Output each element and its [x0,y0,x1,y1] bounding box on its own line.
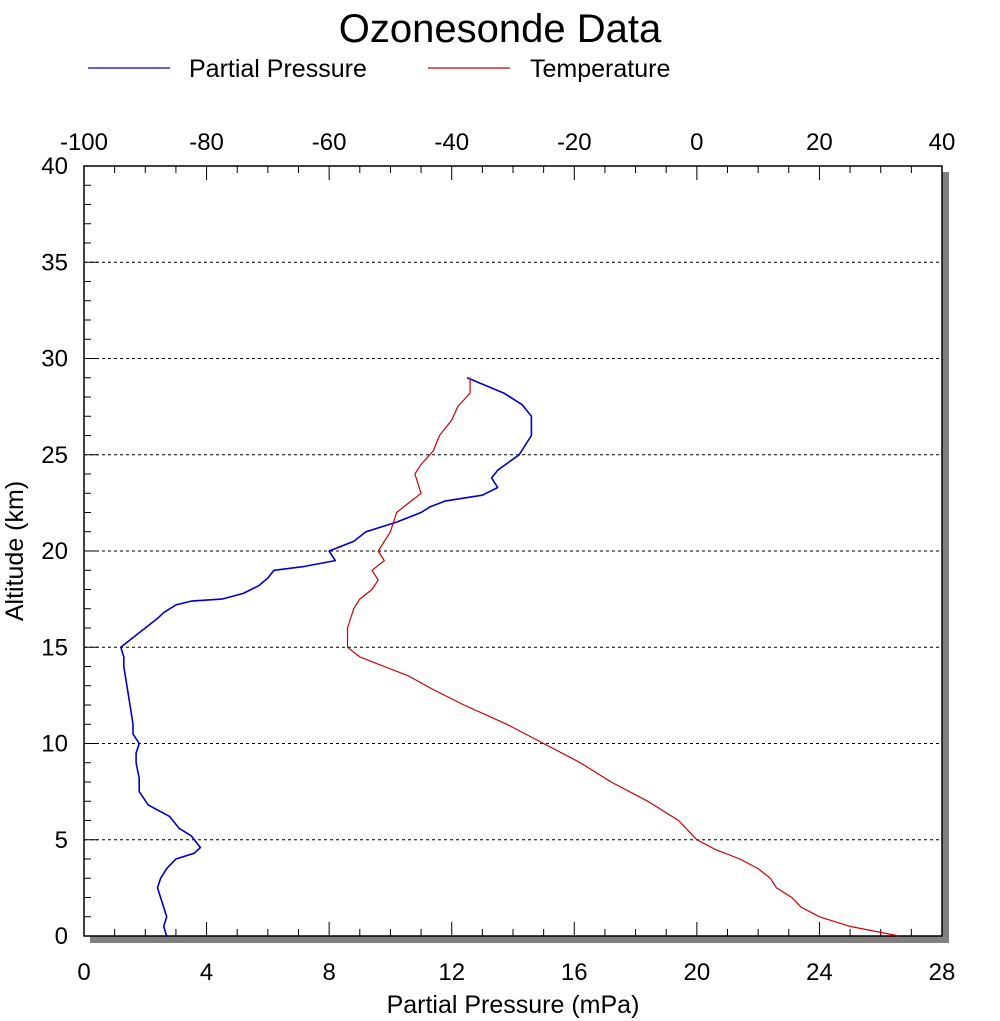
y-tick-label: 20 [41,538,68,565]
x-bottom-tick-label: 20 [684,959,711,986]
x-bottom-tick-label: 24 [806,959,833,986]
x-bottom-tick-label: 0 [77,959,90,986]
x-top-tick-label: 40 [929,129,956,156]
chart-title: Ozonesonde Data [339,7,662,51]
x-top-tick-label: -40 [434,129,469,156]
y-tick-label: 35 [41,249,68,276]
series-line-partial-pressure [120,377,533,937]
y-tick-label: 25 [41,442,68,469]
plot-shadow [90,936,948,943]
x-bottom-tick-label: 4 [200,959,213,986]
x-top-tick-label: -60 [312,129,347,156]
x-top-tick-label: -100 [60,129,108,156]
x-top-tick-label: -80 [189,129,224,156]
y-tick-label: 10 [41,731,68,758]
y-tick-label: 30 [41,346,68,373]
x-top-tick-label: -20 [557,129,592,156]
x-top-tick-label: 0 [690,129,703,156]
legend-label-partial-pressure: Partial Pressure [189,55,367,83]
x-bottom-tick-label: 8 [322,959,335,986]
legend: Partial Pressure Temperature [88,55,670,83]
x-bottom-tick-label: 28 [929,959,956,986]
tick-labels: 0 5 10 15 20 25 30 35 40 0 4 8 12 16 20 24 28 -100 -80 -60 -… [41,129,955,986]
x-bottom-tick-label: 12 [438,959,465,986]
legend-label-temperature: Temperature [530,55,670,83]
series-line-temperature [346,377,900,937]
x-axis-title: Partial Pressure (mPa) [387,991,640,1019]
grid-lines [84,261,942,841]
plot-shadow-right [942,172,949,943]
y-axis-title: Altitude (km) [1,481,29,621]
series-lines [120,377,900,937]
y-tick-label: 5 [55,827,68,854]
x-bottom-tick-label: 16 [561,959,588,986]
y-tick-label: 0 [55,923,68,950]
axis-ticks [83,165,943,937]
x-top-tick-label: 20 [806,129,833,156]
y-tick-label: 15 [41,634,68,661]
y-tick-label: 40 [41,153,68,180]
